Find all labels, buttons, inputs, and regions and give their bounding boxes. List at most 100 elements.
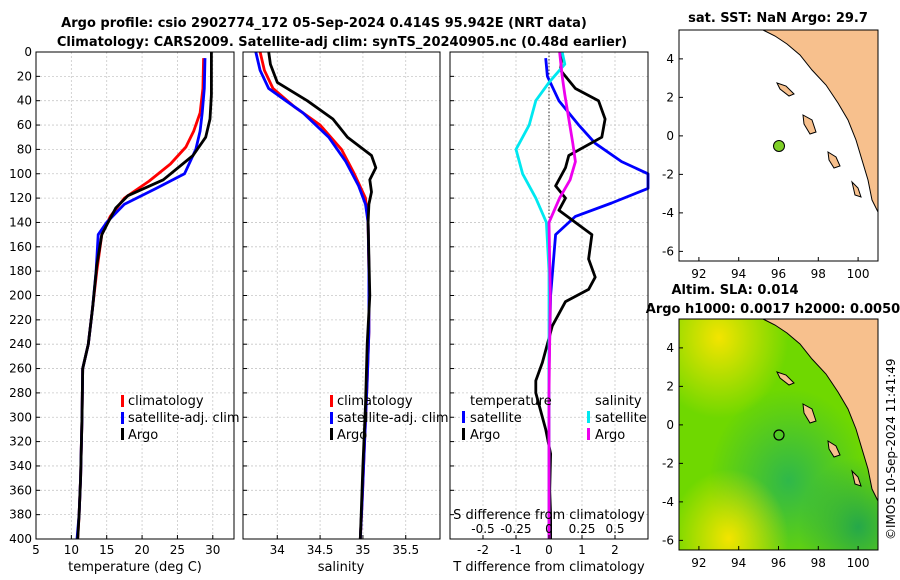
salinity-xlabel: salinity [318,560,365,575]
simeulue-island [776,371,795,386]
x-tick-label: 20 [134,543,149,557]
sla-map-title2: Argo h1000: 0.0017 h2000: 0.0050 [646,302,900,317]
y-tick-label: 100 [9,167,32,181]
map-y-tick-label: 4 [666,52,674,66]
map-y-tick-label: -2 [662,456,674,470]
difference-profile-chart: -2 -1 0 1 2 -0.5 -0.25 0 0.25 0.5 [449,51,650,557]
legend-swatch-climatology [121,395,124,407]
y-tick-label: 180 [9,264,32,278]
legend-swatch-satellite [121,412,124,424]
top-tick-label: -0.25 [500,522,531,536]
x-tick-label: -2 [477,543,489,557]
mentawai-island [851,180,862,198]
y-tick-label: 320 [9,435,32,449]
legend-label-satellite: satellite-adj. clim [128,411,240,426]
map-axes: 92 94 96 98 100 4 2 0 -2 -4 -6 92 94 96 98 100 4 2 0 -2 -4 -6 [662,52,870,570]
temperature-profile-chart: 5 10 15 20 25 3002040608010012014016018020022… [9,45,235,557]
sla-map-title1: Altim. SLA: 0.014 [672,283,799,298]
legend-label-s-argo: Argo [595,428,625,443]
sst-map-title: sat. SST: NaN Argo: 29.7 [688,11,868,26]
top-tick-label: 0.25 [569,522,596,536]
y-tick-label: 300 [9,410,32,424]
map-y-tick-label: -2 [662,167,674,181]
legend-title-salinity: salinity [595,394,642,409]
x-tick-label: 0 [545,543,553,557]
difference-top-xlabel: S difference from climatology [453,508,645,523]
legend-label-t-argo: Argo [470,428,500,443]
sumatra-coast [762,29,879,213]
map-y-tick-label: 0 [666,418,674,432]
salinity-profile-chart: 34 34.5 35 35.5 [242,51,441,557]
series-line-satellite-adj-clim [75,58,207,540]
x-tick-label: 5 [32,543,40,557]
y-tick-label: 360 [9,483,32,497]
x-tick-label: -1 [510,543,522,557]
difference-xlabel: T difference from climatology [452,560,645,575]
y-tick-label: 140 [9,215,32,229]
y-tick-label: 20 [17,69,32,83]
series-line-s-argo [547,51,577,539]
y-tick-label: 240 [9,337,32,351]
simeulue-island [776,82,795,97]
series-line-t-argo [534,51,607,539]
legend-label-climatology: climatology [337,394,413,409]
sumatra-coast [762,318,879,502]
sla-map [678,318,879,551]
x-tick-label: 2 [611,543,619,557]
series-line-argo [76,52,213,540]
temperature-legend: climatology satellite-adj. clim Argo [121,394,240,443]
x-tick-label: 35.5 [392,543,419,557]
map-y-tick-label: 0 [666,129,674,143]
figure-title-line2: Climatology: CARS2009. Satellite-adj cli… [57,35,627,50]
y-tick-label: 380 [9,508,32,522]
y-tick-label: 220 [9,313,32,327]
legend-title-temperature: temperature [470,394,552,409]
legend-label-s-satellite: satellite [595,411,647,426]
siberut-island [827,440,841,458]
map-y-tick-label: 2 [666,90,674,104]
x-tick-label: 35 [355,543,370,557]
figure-title-line1: Argo profile: csio 2902774_172 05-Sep-20… [61,16,587,31]
map-x-tick-label: 98 [811,556,826,570]
map-y-tick-label: -4 [662,495,674,509]
legend-swatch-argo [121,428,124,440]
mentawai-island [851,469,862,487]
y-tick-label: 260 [9,362,32,376]
y-tick-label: 340 [9,459,32,473]
siberut-island [827,151,841,169]
top-tick-label: -0.5 [471,522,494,536]
legend-swatch-t-argo [462,428,465,440]
legend-label-argo: Argo [128,428,158,443]
legend-swatch-s-satellite [587,411,590,423]
legend-label-climatology: climatology [128,394,204,409]
map-x-tick-label: 94 [731,267,746,281]
map-x-tick-label: 94 [731,556,746,570]
x-tick-label: 34 [270,543,285,557]
legend-label-t-satellite: satellite [470,411,522,426]
legend-label-satellite: satellite-adj. clim [337,411,449,426]
map-x-tick-label: 100 [847,267,870,281]
map-y-tick-label: -6 [662,533,674,547]
map-y-tick-label: -6 [662,244,674,258]
series-line-climatology [76,58,205,540]
x-tick-label: 10 [64,543,79,557]
x-tick-label: 25 [170,543,185,557]
legend-swatch-satellite [330,412,333,424]
sla-land [762,318,879,502]
sla-argo-marker [773,429,785,441]
legend-swatch-t-satellite [462,411,465,423]
map-x-tick-label: 100 [847,556,870,570]
map-y-tick-label: 4 [666,341,674,355]
legend-label-argo: Argo [337,428,367,443]
series-line-argo [267,51,378,540]
map-x-tick-label: 92 [691,267,706,281]
series-line-t-satellite [544,57,650,539]
y-tick-label: 400 [9,532,32,546]
legend-swatch-argo [330,428,333,440]
y-tick-label: 120 [9,191,32,205]
y-tick-label: 0 [24,45,32,59]
x-tick-label: 34.5 [307,543,334,557]
sst-argo-marker [773,140,785,152]
y-tick-label: 80 [17,142,32,156]
top-tick-label: 0.5 [605,522,624,536]
